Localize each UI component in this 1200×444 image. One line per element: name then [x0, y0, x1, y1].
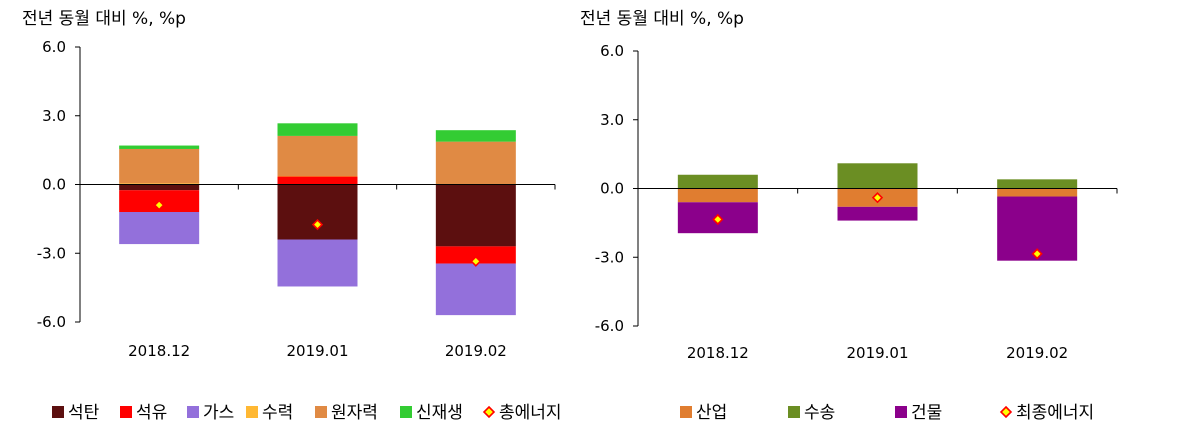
legend-swatch [315, 406, 327, 418]
y-tick-label: -3.0 [595, 248, 624, 266]
x-category-label: 2019.02 [445, 342, 507, 360]
unit-label: 전년 동월 대비 %, %p [22, 9, 186, 29]
legend-label: 최종에너지 [1016, 403, 1094, 423]
legend-label: 산업 [696, 403, 727, 423]
y-tick-label: 3.0 [600, 111, 624, 129]
y-tick-label: 6.0 [42, 38, 66, 56]
bar-segment-석탄 [119, 184, 200, 191]
legend-swatch [400, 406, 412, 418]
legend-label: 건물 [911, 403, 942, 423]
legend-label: 수력 [262, 403, 293, 423]
y-tick-label: 3.0 [42, 107, 66, 125]
legend-swatch [999, 405, 1013, 419]
legend-swatch [680, 406, 692, 418]
y-tick-label: -3.0 [37, 244, 66, 262]
y-tick-label: -6.0 [37, 313, 66, 331]
bar-segment-수송 [677, 174, 758, 189]
bar-segment-석탄 [435, 184, 516, 247]
bar-segment-수력 [119, 183, 200, 185]
legend-label: 신재생 [416, 403, 463, 423]
y-tick-label: -6.0 [595, 317, 624, 335]
legend-swatch [120, 406, 132, 418]
bar-segment-수송 [997, 179, 1078, 189]
x-category-label: 2019.01 [846, 344, 908, 362]
bar-segment-가스 [435, 263, 516, 316]
bar-segment-수송 [837, 163, 918, 189]
x-category-label: 2018.12 [128, 342, 190, 360]
bar-segment-원자력 [277, 135, 358, 177]
legend-label: 석유 [136, 403, 167, 423]
bar-segment-원자력 [435, 141, 516, 185]
legend-label: 총에너지 [499, 403, 562, 423]
legend-label: 가스 [203, 403, 234, 423]
legend-label: 수송 [804, 403, 835, 423]
legend-swatch [788, 406, 800, 418]
unit-label: 전년 동월 대비 %, %p [580, 9, 744, 29]
legend: 석탄 석유 가스 수력 원자력 신재생 총에너지 [52, 403, 562, 423]
bar-segment-신재생 [277, 123, 358, 136]
chart-2: 전년 동월 대비 %, %p 6.0 3.0 0.0 -3.0 -6.0 2018.12 20… [580, 9, 1118, 423]
bar-segment-산업 [997, 188, 1078, 197]
y-tick-label: 0.0 [600, 180, 624, 198]
y-tick-label: 0.0 [42, 176, 66, 194]
bar-segment-석유 [277, 176, 358, 185]
bar-segment-가스 [277, 239, 358, 287]
y-tick-label: 6.0 [600, 42, 624, 60]
legend-swatch [482, 405, 496, 419]
x-category-label: 2019.01 [286, 342, 348, 360]
legend-label: 석탄 [68, 403, 100, 423]
total-marker [1031, 248, 1043, 260]
bar-segment-가스 [119, 212, 200, 245]
x-category-label: 2019.02 [1006, 344, 1068, 362]
bar-segment-건물 [837, 206, 918, 221]
bar-segment-신재생 [435, 130, 516, 142]
total-marker [153, 199, 165, 211]
bar-segment-수력 [277, 176, 358, 177]
legend-swatch [187, 406, 199, 418]
bar-segment-산업 [677, 188, 758, 203]
legend-swatch [895, 406, 907, 418]
x-category-label: 2018.12 [687, 344, 749, 362]
bar-segment-석유 [435, 246, 516, 264]
total-marker [712, 213, 724, 226]
bar-segment-석탄 [277, 184, 358, 240]
legend-swatch [52, 406, 64, 418]
total-marker [871, 192, 884, 204]
bar-segment-신재생 [119, 145, 200, 149]
legend-swatch [246, 406, 258, 418]
total-marker [311, 218, 324, 231]
total-marker [470, 255, 482, 267]
legend-label: 원자력 [331, 403, 378, 423]
bar-segment-원자력 [119, 148, 200, 184]
chart-1: 전년 동월 대비 %, %p 6.0 3.0 0.0 -3.0 -6.0 2018.12 20… [22, 9, 562, 423]
legend: 산업 수송 건물 최종에너지 [680, 403, 1094, 423]
